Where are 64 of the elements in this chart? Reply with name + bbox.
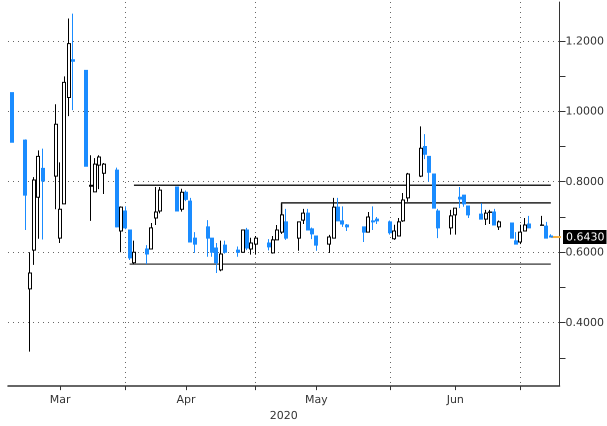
candlestick	[41, 148, 45, 240]
y-tick-label: 1.2000	[566, 34, 604, 48]
candlestick	[527, 215, 531, 228]
text: 0.6430	[566, 230, 604, 244]
candlestick	[241, 229, 245, 254]
candlestick	[245, 227, 249, 251]
candlestick	[366, 212, 370, 233]
x-tick-label: Jun	[446, 393, 464, 406]
candlestick	[371, 206, 375, 230]
candlestick	[123, 206, 127, 230]
x-tick-label: Mar	[50, 393, 71, 406]
candlestick	[297, 221, 301, 252]
candlestick	[449, 209, 453, 236]
candlestick	[540, 215, 544, 226]
candlestick	[301, 208, 305, 225]
candlestick	[523, 218, 527, 232]
candlestick	[223, 240, 227, 254]
candlestick	[180, 188, 184, 212]
candlestick	[284, 208, 288, 240]
candlestick	[497, 220, 501, 230]
candlestick	[154, 186, 158, 226]
candlestick	[436, 208, 440, 239]
candlestick	[388, 220, 392, 236]
candlestick	[466, 206, 470, 219]
candlestick	[518, 224, 522, 245]
candlestick	[119, 206, 123, 253]
y-tick-label: 0.6000	[566, 246, 604, 259]
y-tick-label: 0.8000	[566, 175, 604, 188]
candlestick	[84, 70, 88, 167]
candlestick	[206, 220, 210, 258]
candlestick	[419, 126, 423, 178]
candlestick	[427, 156, 431, 182]
candlestick	[423, 134, 427, 160]
candlestick	[28, 252, 32, 352]
candlestick	[219, 240, 223, 272]
candlestick	[458, 186, 462, 209]
candlestick	[71, 13, 75, 111]
candlestick	[145, 244, 149, 265]
candlestick	[128, 229, 132, 260]
candlestick	[345, 224, 349, 232]
candlestick	[10, 92, 14, 143]
candlestick	[453, 208, 457, 236]
candlestick	[175, 186, 179, 212]
candlestick	[23, 138, 27, 230]
candlestick	[492, 208, 496, 226]
candlestick	[432, 173, 436, 209]
candlestick	[479, 202, 483, 220]
candlestick	[267, 238, 271, 251]
candlestick	[236, 246, 240, 258]
candlestick	[314, 235, 318, 252]
candlestick	[362, 226, 366, 242]
x-axis-title: 2020	[270, 409, 298, 422]
candlestick	[132, 240, 136, 265]
candlestick	[184, 190, 188, 202]
y-tick-label: 1.0000	[566, 104, 604, 118]
candlestick	[406, 172, 410, 202]
candlestick	[149, 222, 153, 250]
candlestick	[89, 154, 93, 222]
candlestick	[115, 167, 119, 228]
y-tick-label: 0.4000	[566, 316, 604, 330]
x-tick-label: May	[304, 393, 328, 406]
candlestick	[484, 209, 488, 226]
candlestick	[488, 209, 492, 225]
x-tick-label: Apr	[176, 393, 196, 406]
